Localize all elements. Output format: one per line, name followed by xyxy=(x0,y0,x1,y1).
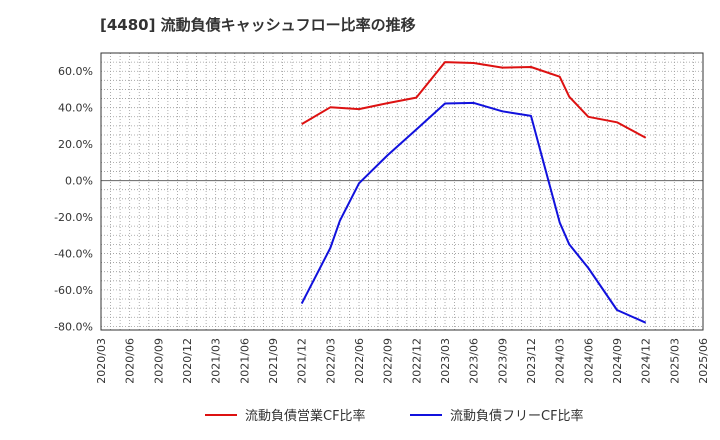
chart-title: [4480] 流動負債キャッシュフロー比率の推移 xyxy=(100,16,416,34)
y-tick-label: -20.0% xyxy=(54,211,93,224)
x-tick-label: 2024/06 xyxy=(582,338,595,384)
x-tick-label: 2023/06 xyxy=(468,338,481,384)
x-tick-label: 2020/03 xyxy=(95,338,108,384)
x-tick-label: 2025/03 xyxy=(668,338,681,384)
x-tick-label: 2025/06 xyxy=(697,338,710,384)
x-tick-label: 2023/09 xyxy=(496,338,509,384)
x-tick-label: 2024/03 xyxy=(554,338,567,384)
series-line-2 xyxy=(300,101,647,324)
x-tick-label: 2020/12 xyxy=(181,338,194,384)
legend-label-2: 流動負債フリーCF比率 xyxy=(450,408,584,424)
x-tick-label: 2020/06 xyxy=(124,338,137,384)
x-tick-label: 2022/09 xyxy=(382,338,395,384)
x-tick-label: 2022/03 xyxy=(324,338,337,384)
plot-border xyxy=(100,52,704,331)
x-tick-label: 2022/06 xyxy=(353,338,366,384)
y-tick-label: -40.0% xyxy=(54,247,93,260)
y-tick-label: -60.0% xyxy=(54,284,93,297)
x-tick-label: 2023/03 xyxy=(439,338,452,384)
x-tick-label: 2021/09 xyxy=(267,338,280,384)
x-tick-label: 2022/12 xyxy=(410,338,423,384)
plot-area xyxy=(101,53,703,330)
y-tick-label: -80.0% xyxy=(54,320,93,333)
legend-label-1: 流動負債営業CF比率 xyxy=(245,408,366,424)
x-tick-label: 2024/12 xyxy=(640,338,653,384)
y-tick-label: 20.0% xyxy=(58,138,93,151)
x-tick-label: 2021/12 xyxy=(296,338,309,384)
x-tick-label: 2021/03 xyxy=(210,338,223,384)
y-tick-label: 60.0% xyxy=(58,65,93,78)
x-tick-label: 2020/09 xyxy=(152,338,165,384)
y-tick-label: 40.0% xyxy=(58,102,93,115)
x-tick-label: 2024/09 xyxy=(611,338,624,384)
series-line-1 xyxy=(301,61,647,139)
x-tick-label: 2021/06 xyxy=(238,338,251,384)
x-tick-label: 2023/12 xyxy=(525,338,538,384)
y-tick-label: 0.0% xyxy=(65,175,93,188)
